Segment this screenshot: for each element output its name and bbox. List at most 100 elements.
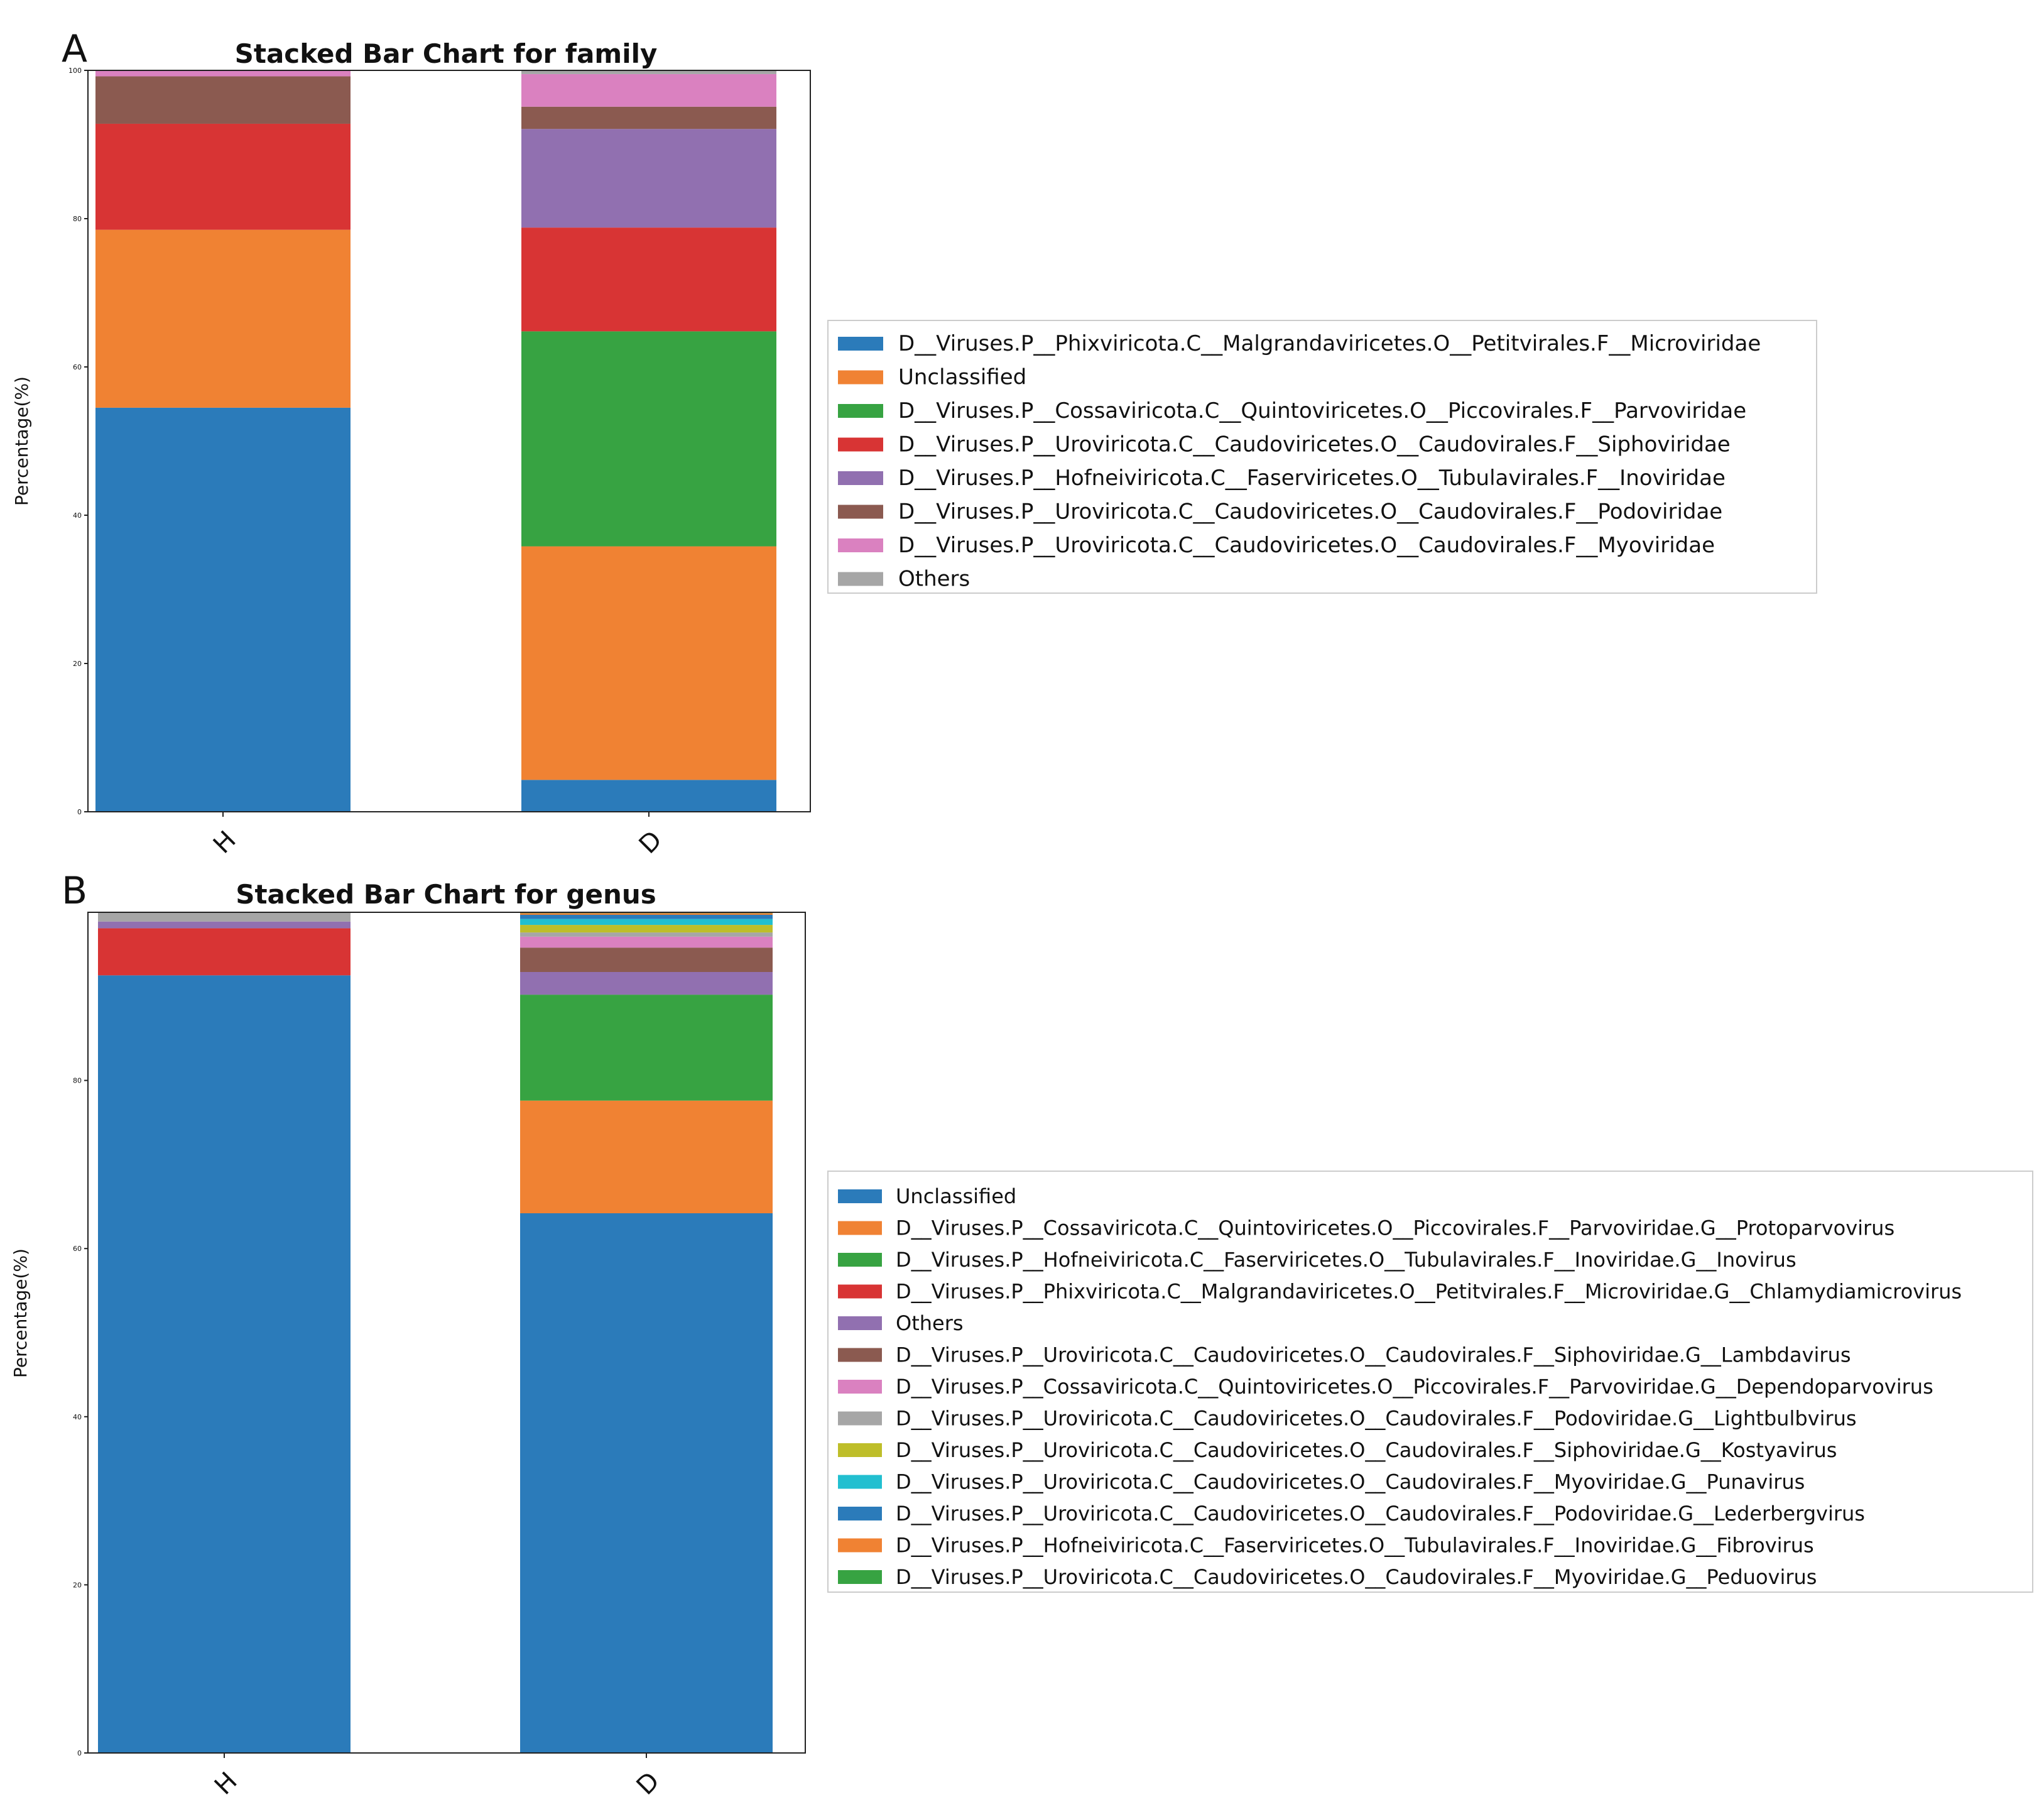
- legend-swatch-11: [838, 1538, 882, 1553]
- bar-segment-d-7: [520, 932, 773, 937]
- bar-segment-d-9: [520, 919, 773, 925]
- bar-segment-h-4: [98, 921, 351, 929]
- bar-segment-d-7: [521, 70, 776, 74]
- y-tick-label-80: 80: [73, 1077, 82, 1085]
- legend-label-1: D__Viruses.P__Cossaviricota.C__Quintovir…: [896, 1216, 1895, 1240]
- bar-segment-d-2: [520, 995, 773, 1101]
- legend-label-0: D__Viruses.P__Phixviricota.C__Malgrandav…: [898, 331, 1761, 356]
- bar-segment-h-0: [98, 975, 351, 1753]
- legend-swatch-8: [838, 1443, 882, 1457]
- y-ticks-genus: 0 20 40 60 80: [73, 1077, 88, 1757]
- bar-segment-d-4: [521, 129, 776, 228]
- legend-swatch-3: [838, 437, 883, 452]
- legend-label-10: D__Viruses.P__Uroviricota.C__Caudovirice…: [896, 1502, 1865, 1526]
- legend-swatch-0: [838, 337, 883, 351]
- bar-segment-d-10: [520, 915, 773, 919]
- y-tick-label-20: 20: [73, 660, 82, 668]
- bar-segment-h-1: [95, 229, 351, 408]
- bar-segment-d-4: [520, 971, 773, 995]
- bars-genus: [98, 912, 773, 1753]
- legend-items-family: D__Viruses.P__Phixviricota.C__Malgrandav…: [838, 331, 1761, 592]
- legend-swatch-6: [838, 538, 883, 552]
- legend-label-2: D__Viruses.P__Cossaviricota.C__Quintovir…: [898, 398, 1746, 423]
- legend-swatch-9: [838, 1475, 882, 1489]
- y-axis-label-genus: Percentage(%): [10, 1248, 31, 1378]
- y-tick-label-60: 60: [73, 363, 82, 371]
- bar-segment-h-7: [98, 912, 351, 922]
- legend-swatch-6: [838, 1380, 882, 1394]
- panel-b-genus-chart: B Stacked Bar Chart for genus 020406080 …: [10, 869, 2033, 1801]
- panel-a-family-chart: A Stacked Bar Chart for family 0 20 40 60 80…: [11, 27, 1817, 860]
- bar-segment-d-0: [520, 1213, 773, 1753]
- bar-segment-d-2: [521, 331, 776, 547]
- legend-label-7: Others: [898, 567, 970, 592]
- x-tick-label-d: D: [631, 1767, 665, 1801]
- y-axis-label-family: Percentage(%): [11, 376, 32, 506]
- chart-title-family: Stacked Bar Chart for family: [235, 38, 658, 69]
- legend-label-6: D__Viruses.P__Uroviricota.C__Caudovirice…: [898, 533, 1715, 558]
- axes-frame-genus: [87, 912, 806, 1754]
- bar-segment-d-6: [521, 74, 776, 107]
- y-tick-label-0: 0: [77, 808, 82, 816]
- x-tick-label-d: D: [634, 826, 668, 860]
- legend-label-8: D__Viruses.P__Uroviricota.C__Caudovirice…: [896, 1438, 1837, 1462]
- y-tick-label-0: 0: [77, 1749, 82, 1757]
- y-tick-label-40: 40: [73, 1413, 82, 1421]
- bar-segment-h-6: [95, 70, 351, 77]
- legend-family: [827, 320, 1817, 594]
- legend-swatch-12: [838, 1570, 882, 1584]
- bar-segment-d-8: [520, 925, 773, 933]
- axes-frame-family: [87, 70, 811, 812]
- legend-items-genus: Unclassified D__Viruses.P__Cossaviricota.…: [838, 1184, 1962, 1589]
- bar-segment-d-1: [520, 1100, 773, 1214]
- legend-label-1: Unclassified: [898, 365, 1026, 390]
- legend-swatch-4: [838, 1316, 882, 1330]
- bar-segment-d-0: [521, 780, 776, 812]
- legend-swatch-2: [838, 404, 883, 418]
- legend-label-3: D__Viruses.P__Uroviricota.C__Caudovirice…: [898, 432, 1731, 457]
- legend-label-0: Unclassified: [896, 1184, 1016, 1208]
- bar-segment-h-3: [95, 123, 351, 230]
- y-ticks-family: 0 20 40 60 80 100: [68, 67, 88, 816]
- legend-label-4: D__Viruses.P__Hofneiviricota.C__Faservir…: [898, 466, 1726, 491]
- legend-label-6: D__Viruses.P__Cossaviricota.C__Quintovir…: [896, 1375, 1933, 1399]
- bar-segment-d-5: [521, 106, 776, 129]
- bar-segment-h-3: [98, 928, 351, 976]
- legend-swatch-2: [838, 1253, 882, 1267]
- bar-segment-d-1: [521, 546, 776, 780]
- legend-label-5: D__Viruses.P__Uroviricota.C__Caudovirice…: [898, 500, 1722, 525]
- legend-swatch-3: [838, 1284, 882, 1299]
- legend-swatch-5: [838, 505, 883, 519]
- legend-swatch-7: [838, 572, 883, 586]
- x-tick-label-h: H: [208, 826, 242, 860]
- legend-swatch-7: [838, 1411, 882, 1426]
- bar-segment-h-5: [95, 76, 351, 124]
- legend-swatch-1: [838, 370, 883, 385]
- bar-segment-d-6: [520, 936, 773, 948]
- chart-title-genus: Stacked Bar Chart for genus: [236, 879, 656, 910]
- legend-label-7: D__Viruses.P__Uroviricota.C__Caudovirice…: [896, 1407, 1857, 1431]
- legend-label-12: D__Viruses.P__Uroviricota.C__Caudovirice…: [896, 1565, 1817, 1589]
- legend-label-9: D__Viruses.P__Uroviricota.C__Caudovirice…: [896, 1470, 1805, 1494]
- x-tick-label-h: H: [209, 1767, 243, 1801]
- legend-label-4: Others: [896, 1311, 964, 1335]
- legend-swatch-10: [838, 1507, 882, 1520]
- legend-swatch-4: [838, 471, 883, 485]
- legend-label-2: D__Viruses.P__Hofneiviricota.C__Faservir…: [896, 1248, 1797, 1272]
- legend-label-3: D__Viruses.P__Phixviricota.C__Malgrandav…: [896, 1280, 1962, 1304]
- panel-letter-a: A: [62, 27, 87, 71]
- y-tick-label-80: 80: [73, 215, 82, 223]
- legend-swatch-0: [838, 1189, 882, 1203]
- y-tick-label-20: 20: [73, 1581, 82, 1589]
- legend-swatch-1: [838, 1221, 882, 1235]
- legend-genus: [827, 1171, 2033, 1593]
- legend-label-11: D__Viruses.P__Hofneiviricota.C__Faservir…: [896, 1534, 1814, 1558]
- bar-segment-d-3: [521, 227, 776, 332]
- bar-segment-d-5: [520, 947, 773, 972]
- legend-label-5: D__Viruses.P__Uroviricota.C__Caudovirice…: [896, 1343, 1851, 1367]
- bars-family: [95, 70, 776, 812]
- bar-segment-d-11: [520, 913, 773, 915]
